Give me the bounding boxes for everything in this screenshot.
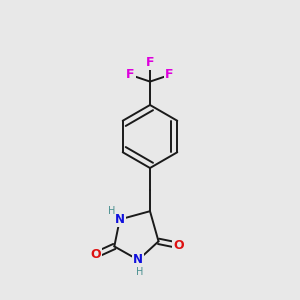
Text: H: H	[108, 206, 116, 216]
Text: N: N	[115, 213, 125, 226]
Text: F: F	[146, 56, 154, 69]
Text: N: N	[133, 254, 143, 266]
Text: F: F	[126, 68, 135, 82]
Text: O: O	[173, 239, 184, 252]
Text: O: O	[90, 248, 101, 261]
Text: H: H	[136, 267, 143, 277]
Text: F: F	[165, 68, 174, 82]
